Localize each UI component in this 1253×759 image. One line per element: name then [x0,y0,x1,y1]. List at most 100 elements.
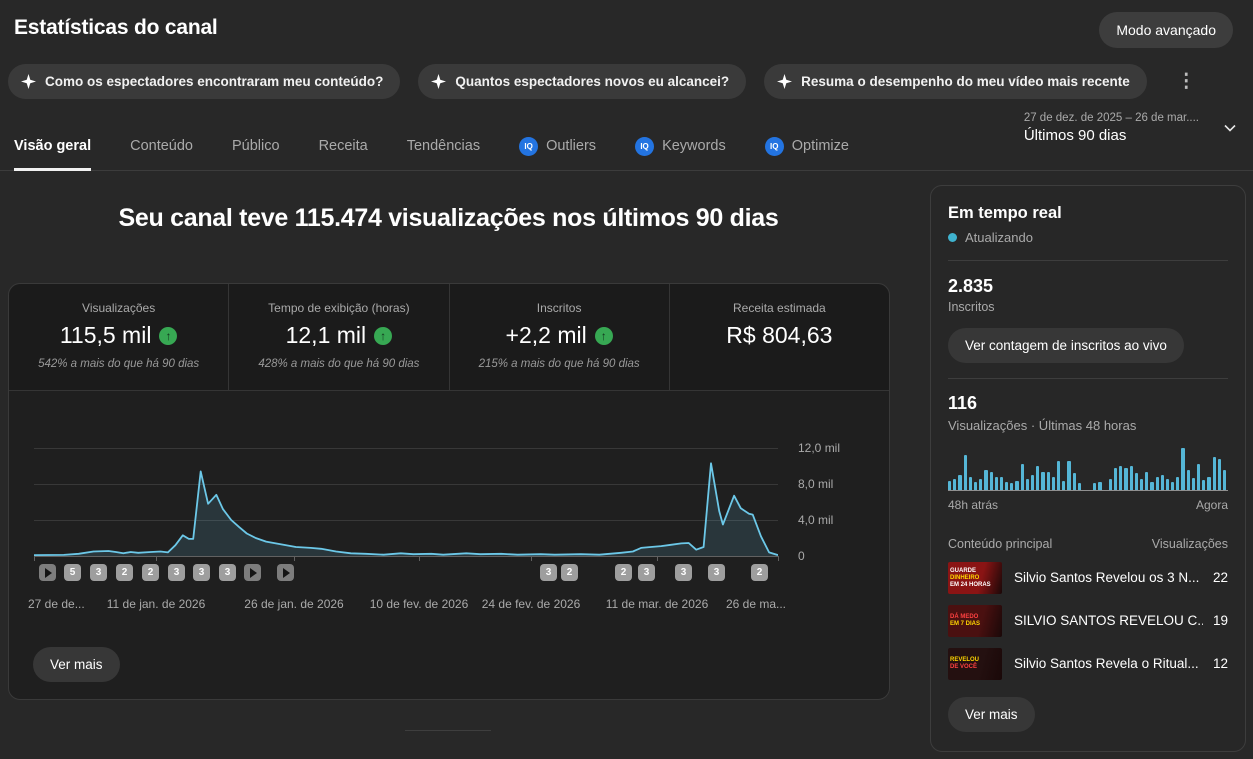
x-axis-tick [294,556,295,561]
video-group-marker[interactable]: 3 [540,564,557,581]
x-axis-tick [657,556,658,561]
hourly-views-bar [953,479,957,490]
video-group-marker[interactable]: 3 [193,564,210,581]
metric-views[interactable]: Visualizações 115,5 mil ↑ 542% a mais do … [9,284,230,390]
hourly-views-bar [1041,472,1045,490]
chip-how-viewers-found[interactable]: Como os espectadores encontraram meu con… [8,64,401,99]
metric-revenue[interactable]: Receita estimada R$ 804,63 [726,301,833,348]
video-group-marker[interactable]: 3 [168,564,185,581]
realtime-card: Em tempo real Atualizando 2.835 Inscrito… [930,185,1246,752]
video-views-count: 22 [1212,570,1228,585]
video-group-marker[interactable]: 3 [219,564,236,581]
hourly-views-bar [1202,480,1206,490]
realtime-subscribers-label: Inscritos [948,300,995,314]
y-tick-label: 0 [798,549,805,563]
hourly-views-bar [958,475,962,490]
hourly-views-bar [1056,461,1061,490]
gridline [34,448,778,449]
summary-headline: Seu canal teve 115.474 visualizações nos… [118,204,779,232]
realtime-see-more-button[interactable]: Ver mais [948,697,1035,732]
vidiq-icon: IQ [635,136,655,156]
column-header-views: Visualizações [1151,537,1228,551]
hourly-views-bar [1186,470,1190,490]
video-group-marker[interactable]: 3 [708,564,725,581]
top-video-row[interactable]: GUARDE DINHEIRO EM 24 HORAS Silvio Santos … [948,561,1228,594]
x-tick-label: 26 de ma... [725,597,787,611]
hourly-views-bar [989,472,993,490]
tab-tendencias[interactable]: Tendências [406,138,481,154]
video-title[interactable]: SILVIO SANTOS REVELOU C... [1014,613,1203,628]
more-options-kebab-icon[interactable]: ⋮ [1176,71,1196,92]
video-group-marker[interactable]: 3 [675,564,692,581]
x-axis-tick [34,556,35,561]
video-title[interactable]: Silvio Santos Revela o Ritual... [1014,656,1199,671]
thumbnail-text: DINHEIRO [950,574,980,581]
date-range-selector[interactable]: 27 de dez. de 2025 – 26 de mar.... Últim… [1024,112,1237,144]
gridline [34,484,778,485]
advanced-mode-button[interactable]: Modo avançado [1099,12,1233,48]
hourly-views-bar [948,481,952,490]
tab-publico[interactable]: Público [232,138,280,154]
video-group-marker[interactable]: 2 [142,564,159,581]
hourly-views-bar [1176,477,1180,490]
video-marker-play[interactable] [39,564,56,581]
tab-optimize[interactable]: IQ Optimize [764,121,849,171]
y-tick-label: 8,0 mil [798,477,834,491]
x-axis-baseline [34,556,778,557]
sparkle-icon [431,74,447,89]
x-tick-label: 11 de mar. de 2026 [605,597,709,611]
tab-keywords[interactable]: IQ Keywords [635,121,726,171]
top-video-row[interactable]: DÁ MEDO EM 7 DIAS SILVIO SANTOS REVELOU C… [948,604,1228,637]
video-group-marker[interactable]: 2 [561,564,578,581]
video-group-marker[interactable]: 2 [116,564,133,581]
video-group-marker[interactable]: 2 [751,564,768,581]
hourly-views-bar [1067,461,1071,490]
page-title: Estatísticas do canal [14,16,218,39]
hourly-views-bar [1119,466,1123,490]
metric-watch-time[interactable]: Tempo de exibição (horas) 12,1 mil ↑ 428%… [229,284,450,390]
video-title[interactable]: Silvio Santos Revelou os 3 N... [1014,570,1200,585]
chip-label: Como os espectadores encontraram meu con… [45,74,384,89]
video-views-count: 19 [1212,613,1228,628]
chip-latest-video-summary[interactable]: Resuma o desempenho do meu vídeo mais re… [764,64,1147,99]
trend-up-icon: ↑ [594,326,613,345]
tab-visao-geral[interactable]: Visão geral [14,121,92,171]
live-subscriber-count-button[interactable]: Ver contagem de inscritos ao vivo [948,328,1184,363]
top-video-row[interactable]: REVELOU DE VOCÊ Silvio Santos Revela o Ri… [948,647,1228,680]
video-thumbnail[interactable]: DÁ MEDO EM 7 DIAS [948,604,1002,637]
thumbnail-text: REVELOU [950,657,980,663]
x-tick-label: 10 de fev. de 2026 [369,597,469,611]
hourly-views-bar [1212,457,1216,490]
tab-receita[interactable]: Receita [318,138,368,154]
hourly-views-bar [1036,466,1040,490]
chip-new-viewers[interactable]: Quantos espectadores novos eu alcancei? [418,64,747,99]
hourly-views-bar [1160,475,1164,490]
hourly-views-bar [1155,477,1159,490]
hourly-views-bar [1025,479,1029,490]
video-thumbnail[interactable]: REVELOU DE VOCÊ [948,647,1002,680]
see-more-button[interactable]: Ver mais [33,647,120,682]
video-group-marker[interactable]: 3 [638,564,655,581]
hourly-views-bar [1139,479,1144,490]
realtime-views-label: Visualizações · Últimas 48 horas [948,418,1137,433]
tab-conteudo[interactable]: Conteúdo [130,138,193,154]
video-group-marker[interactable]: 3 [90,564,107,581]
views-line [34,462,778,556]
metric-subscribers[interactable]: Inscritos +2,2 mil ↑ 215% a mais do que h… [450,284,670,390]
video-marker-play[interactable] [244,564,261,581]
key-metrics-row: Visualizações 115,5 mil ↑ 542% a mais do … [9,284,889,391]
hourly-views-bar [1015,481,1019,490]
sparkle-icon [777,74,793,89]
realtime-title: Em tempo real [948,204,1062,222]
realtime-status: Atualizando [948,230,1228,245]
axis-label-right: Agora [1195,498,1228,512]
tab-outliers[interactable]: IQ Outliers [519,121,596,171]
video-group-marker[interactable]: 2 [615,564,632,581]
x-tick-label: 11 de jan. de 2026 [106,597,206,611]
video-thumbnail[interactable]: GUARDE DINHEIRO EM 24 HORAS [948,561,1002,594]
video-group-marker[interactable]: 5 [64,564,81,581]
vidiq-icon: IQ [764,136,784,156]
hourly-views-bar [1010,483,1014,490]
column-header-content: Conteúdo principal [948,537,1053,551]
video-marker-play[interactable] [277,564,294,581]
